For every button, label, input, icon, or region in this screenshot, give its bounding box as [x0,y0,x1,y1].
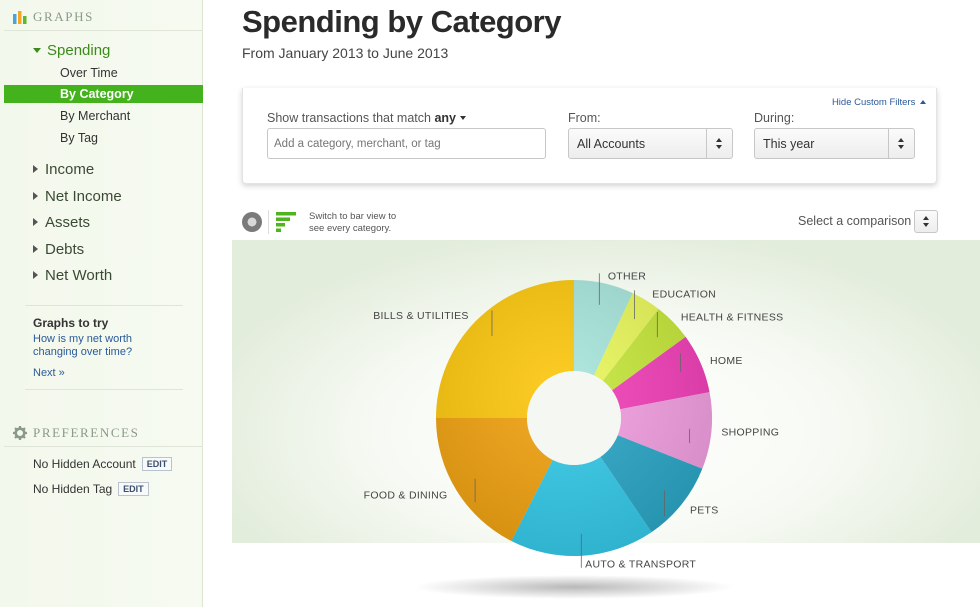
during-period-select[interactable]: This year [754,128,915,159]
caret-down-icon [459,116,466,120]
match-label-text: Show transactions that match [267,111,431,125]
preference-hidden-account: No Hidden Account EDIT [33,457,173,471]
pie-shadow [414,575,734,599]
select-stepper-icon [706,129,732,158]
pie-label-shopping: SHOPPING [721,427,779,439]
pie-label-education: EDUCATION [652,289,716,301]
next-link[interactable]: Next » [33,367,65,379]
pie-label-other: OTHER [608,271,646,283]
preferences-section-header: PREFERENCES [13,425,139,441]
during-label: During: [754,111,795,125]
sidebar-item-income[interactable]: Income [33,161,94,178]
divider [25,305,183,306]
pie-slices [436,280,712,556]
preference-label: No Hidden Account [33,457,136,471]
comparison-select[interactable] [914,210,938,233]
pie-labels: OTHER EDUCATION HEALTH & FITNESS HOME SHOPPI… [364,271,784,571]
sidebar-item-label: Net Income [45,188,122,205]
bar-view-toggle-icon[interactable] [276,212,298,232]
filter-search-input[interactable] [267,128,546,159]
match-label: Show transactions that match any [267,111,466,125]
pie-label-auto-and-transport: AUTO & TRANSPORT [585,559,696,571]
pie-label-food-and-dining: FOOD & DINING [364,489,448,501]
page-subtitle: From January 2013 to June 2013 [242,45,449,61]
sidebar-subitem-by-tag[interactable]: By Tag [60,131,98,145]
caret-up-icon [920,100,926,104]
sidebar: GRAPHS Spending Over Time By Category By… [0,0,203,607]
bar-view-hint: Switch to bar view to see every category… [309,211,397,234]
sidebar-subitem-by-category[interactable]: By Category [4,85,203,103]
chevron-right-icon [33,165,38,173]
donut-hole [527,371,621,465]
hide-filters-label: Hide Custom Filters [831,97,916,108]
sidebar-item-label: Spending [47,42,111,59]
preference-hidden-tag: No Hidden Tag EDIT [33,482,149,496]
sidebar-subitem-by-merchant[interactable]: By Merchant [60,109,131,123]
sidebar-item-label: Net Worth [45,267,113,284]
pie-view-toggle-icon[interactable] [242,212,262,232]
match-mode-value: any [434,111,457,125]
from-label: From: [568,111,601,125]
chevron-right-icon [33,245,38,253]
divider [4,446,202,447]
sidebar-item-label: Assets [45,214,91,231]
sidebar-subitem-label: By Category [60,87,134,101]
sidebar-subitem-over-time[interactable]: Over Time [60,66,118,80]
custom-filters-panel: Hide Custom Filters Show transactions th… [242,88,937,184]
comparison-label: Select a comparison [798,214,912,228]
edit-hidden-tag-button[interactable]: EDIT [118,482,149,496]
bar-chart-icon [13,10,27,24]
sidebar-item-label: Debts [45,241,85,258]
category-pie-chart: OTHER EDUCATION HEALTH & FITNESS HOME SHOPPI… [232,240,980,607]
select-stepper-icon [888,129,914,158]
divider [4,30,202,31]
pie-label-health-and-fitness: HEALTH & FITNESS [681,311,784,323]
from-account-value: All Accounts [577,137,646,151]
hide-custom-filters-link[interactable]: Hide Custom Filters [832,97,926,108]
during-period-value: This year [763,137,815,151]
sidebar-item-net-worth[interactable]: Net Worth [33,267,112,284]
graphs-header-label: GRAPHS [33,9,94,24]
chevron-down-icon [33,48,41,53]
divider [268,210,269,234]
pie-label-pets: PETS [690,504,719,516]
preferences-header-label: PREFERENCES [33,425,140,440]
sidebar-item-net-income[interactable]: Net Income [33,188,122,205]
sidebar-item-debts[interactable]: Debts [33,241,84,258]
from-account-select[interactable]: All Accounts [568,128,733,159]
pie-leader-lines [474,273,690,568]
chevron-right-icon [33,192,38,200]
divider [25,389,183,390]
page-title: Spending by Category [242,4,561,39]
sidebar-item-spending[interactable]: Spending [33,42,110,59]
sidebar-item-label: Income [45,161,95,178]
match-mode-dropdown[interactable]: any [434,111,466,125]
graphs-to-try-heading: Graphs to try [33,316,109,330]
chevron-right-icon [33,271,38,279]
pie-label-bills-and-utilities: BILLS & UTILITIES [373,310,469,322]
pie-label-home: HOME [710,355,743,367]
chevron-right-icon [33,218,38,226]
edit-hidden-account-button[interactable]: EDIT [141,457,173,471]
gear-icon [13,426,27,440]
graphs-section-header: GRAPHS [13,9,94,25]
graphs-to-try-link[interactable]: How is my net worth changing over time? [33,333,133,358]
preference-label: No Hidden Tag [33,482,113,496]
sidebar-item-assets[interactable]: Assets [33,214,90,231]
select-stepper-icon [915,211,939,234]
